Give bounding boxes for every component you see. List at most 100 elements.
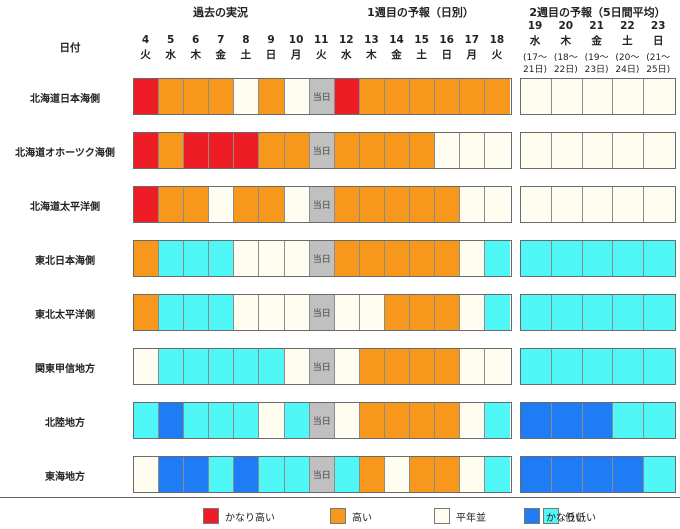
temperature-cell [134, 295, 160, 330]
temperature-cell [410, 457, 436, 492]
day-number: 16 [439, 34, 454, 46]
temperature-cell [384, 241, 411, 276]
temperature-cell [259, 187, 285, 222]
legend-label: 高い [352, 513, 372, 524]
region-label: 北陸地方 [45, 418, 85, 429]
region-label: 東北日本海側 [35, 256, 95, 267]
temperature-cell [435, 349, 461, 384]
temperature-cell [334, 133, 360, 168]
day-of-week: 金 [391, 49, 402, 61]
week2-temperature-cell [644, 403, 675, 438]
temperature-cell [410, 79, 436, 114]
week2-range-start: (20〜 [615, 53, 640, 63]
temperature-cell [485, 403, 511, 438]
temperature-cell [460, 133, 486, 168]
temperature-cell [159, 79, 185, 114]
week2-day-number: 21 [589, 20, 604, 32]
temperature-cell [384, 349, 411, 384]
temperature-cell [184, 79, 210, 114]
temperature-cell [159, 187, 185, 222]
temperature-cell [359, 79, 385, 114]
temperature-cell [384, 79, 411, 114]
week2-temperature-cell [613, 133, 645, 168]
temperature-cell [259, 349, 285, 384]
temperature-cell [159, 349, 185, 384]
week2-forecast-header: 2週目の予報（5日間平均） [529, 6, 666, 19]
legend-label: かなり低い [546, 513, 596, 524]
temperature-cell [460, 241, 486, 276]
temperature-cell [234, 295, 260, 330]
day-number: 5 [166, 34, 175, 46]
region-label: 北海道オホーツク海側 [15, 148, 115, 159]
region-row-week2 [520, 78, 676, 115]
day-number: 17 [464, 34, 480, 46]
day-of-week: 土 [240, 49, 252, 61]
region-row-week1: 当日 [133, 294, 512, 331]
week2-temperature-cell [551, 349, 583, 384]
region-row-week2 [520, 186, 676, 223]
week2-day-of-week: 日 [652, 35, 664, 47]
temperature-cell [234, 79, 260, 114]
week2-temperature-cell [644, 241, 675, 276]
temperature-cell [209, 133, 235, 168]
week2-temperature-cell [644, 133, 675, 168]
temperature-cell [134, 133, 160, 168]
temperature-cell [334, 187, 360, 222]
temperature-cell [384, 403, 411, 438]
temperature-cell [460, 79, 486, 114]
temperature-cell [159, 403, 185, 438]
day-of-week: 木 [190, 49, 201, 61]
week2-temperature-cell [644, 457, 675, 492]
day-of-week: 日 [441, 49, 452, 61]
day-of-week: 水 [165, 49, 176, 61]
day-number: 10 [288, 34, 304, 46]
day-number: 6 [192, 34, 200, 46]
week2-temperature-cell [551, 295, 583, 330]
temperature-cell [234, 187, 260, 222]
week2-temperature-cell [551, 241, 583, 276]
temperature-cell [284, 349, 310, 384]
region-row-week1: 当日 [133, 456, 512, 493]
temperature-cell [485, 187, 511, 222]
temperature-cell [284, 457, 310, 492]
today-cell: 当日 [309, 79, 335, 114]
temperature-cell [460, 295, 486, 330]
week2-temperature-cell [582, 457, 614, 492]
temperature-cell [184, 295, 210, 330]
temperature-cell [209, 187, 235, 222]
today-cell: 当日 [309, 403, 335, 438]
temperature-cell [259, 133, 285, 168]
temperature-cell [359, 241, 385, 276]
today-cell: 当日 [309, 241, 335, 276]
day-of-week: 木 [366, 49, 377, 61]
temperature-cell [209, 457, 235, 492]
week2-temperature-cell [521, 241, 552, 276]
temperature-cell [159, 241, 185, 276]
week2-day-number: 22 [620, 20, 635, 32]
temperature-cell [485, 241, 511, 276]
region-row-week2 [520, 456, 676, 493]
legend-swatch [434, 508, 450, 524]
temperature-cell [334, 403, 360, 438]
temperature-cell [334, 79, 360, 114]
region-label: 東海地方 [45, 472, 85, 483]
temperature-cell [259, 79, 285, 114]
temperature-cell [485, 79, 511, 114]
temperature-cell [359, 133, 385, 168]
region-row-week1: 当日 [133, 78, 512, 115]
temperature-cell [184, 349, 210, 384]
region-row-week1: 当日 [133, 132, 512, 169]
week2-temperature-cell [613, 403, 645, 438]
temperature-cell [334, 241, 360, 276]
week2-temperature-cell [521, 403, 552, 438]
week2-range-start: (17〜 [523, 53, 547, 63]
region-label: 北海道日本海側 [30, 94, 100, 105]
region-row-week2 [520, 240, 676, 277]
temperature-cell [209, 349, 235, 384]
temperature-cell [284, 241, 310, 276]
day-of-week: 水 [341, 49, 352, 61]
temperature-cell [485, 295, 511, 330]
temperature-cell [384, 295, 411, 330]
week2-range-end: 23日) [584, 65, 609, 75]
day-number: 11 [313, 34, 329, 46]
